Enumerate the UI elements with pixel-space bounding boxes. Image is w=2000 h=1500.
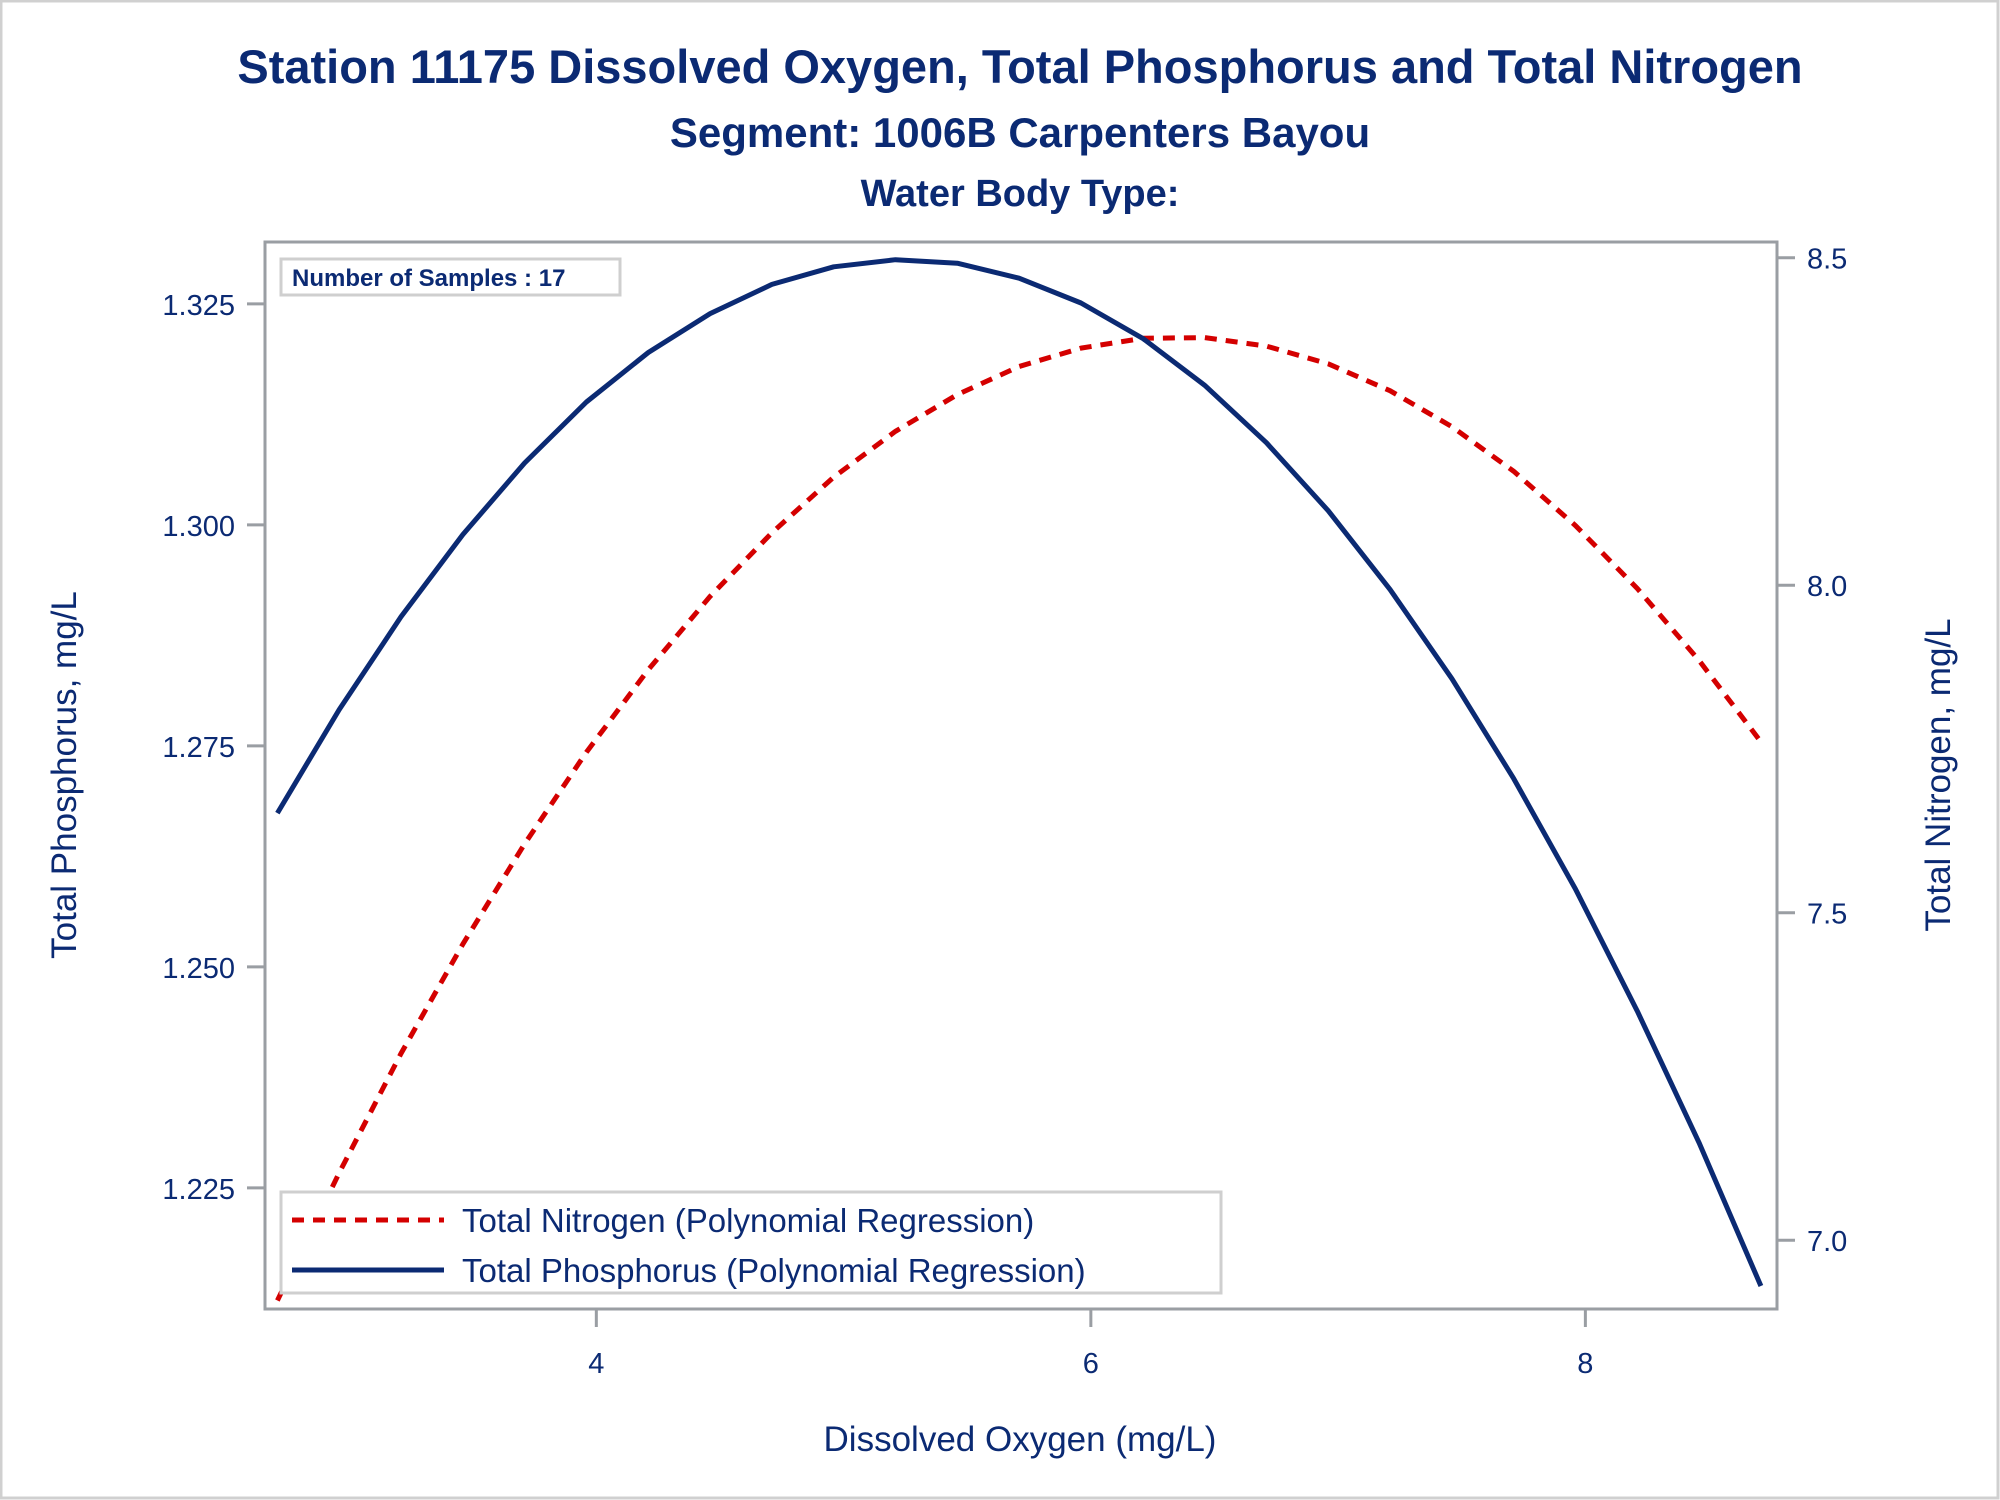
- y2-tick-label: 8.5: [1807, 244, 1847, 276]
- x-tick-label: 6: [1083, 1348, 1099, 1380]
- sample-count-box: [279, 257, 622, 297]
- y2-tick-label: 7.5: [1807, 899, 1847, 931]
- nitrogen-regression-line: [275, 335, 1763, 1302]
- y-tick-label: 1.275: [162, 732, 235, 764]
- y2-axis-label: Total Nitrogen, mg/L: [1919, 618, 1958, 931]
- x-tick-label: 4: [588, 1348, 604, 1380]
- plot-frame: [263, 240, 1779, 1311]
- y-axis-label: Total Phosphorus, mg/L: [45, 591, 84, 959]
- y2-tick-label: 8.0: [1807, 571, 1847, 603]
- y2-tick-label: 7.0: [1807, 1226, 1847, 1258]
- chart-subtitle-2: Water Body Type:: [861, 173, 1180, 215]
- legend: Total Nitrogen (Polynomial Regression) T…: [279, 1190, 1223, 1295]
- legend-label-nitrogen: Total Nitrogen (Polynomial Regression): [462, 1202, 1034, 1239]
- y-tick-label: 1.250: [162, 953, 235, 985]
- legend-box: [279, 1190, 1223, 1295]
- y-tick-label: 1.225: [162, 1174, 235, 1206]
- series-lines: [275, 257, 1764, 1302]
- phosphorus-regression-line: [275, 257, 1764, 1287]
- y-tick-label: 1.300: [162, 511, 235, 543]
- axes: 4 6 8 1.225 1.250 1.275 1.300 1.325 7.0 7.5 8.0 8.5: [162, 244, 1847, 1380]
- chart-title: Station 11175 Dissolved Oxygen, Total Ph…: [237, 40, 1802, 93]
- sample-count-label: Number of Samples : 17: [292, 265, 565, 292]
- legend-label-phosphorus: Total Phosphorus (Polynomial Regression): [462, 1252, 1086, 1289]
- chart-subtitle: Segment: 1006B Carpenters Bayou: [670, 109, 1370, 156]
- y-tick-label: 1.325: [162, 290, 235, 322]
- x-axis-label: Dissolved Oxygen (mg/L): [824, 1420, 1217, 1459]
- x-tick-label: 8: [1577, 1348, 1593, 1380]
